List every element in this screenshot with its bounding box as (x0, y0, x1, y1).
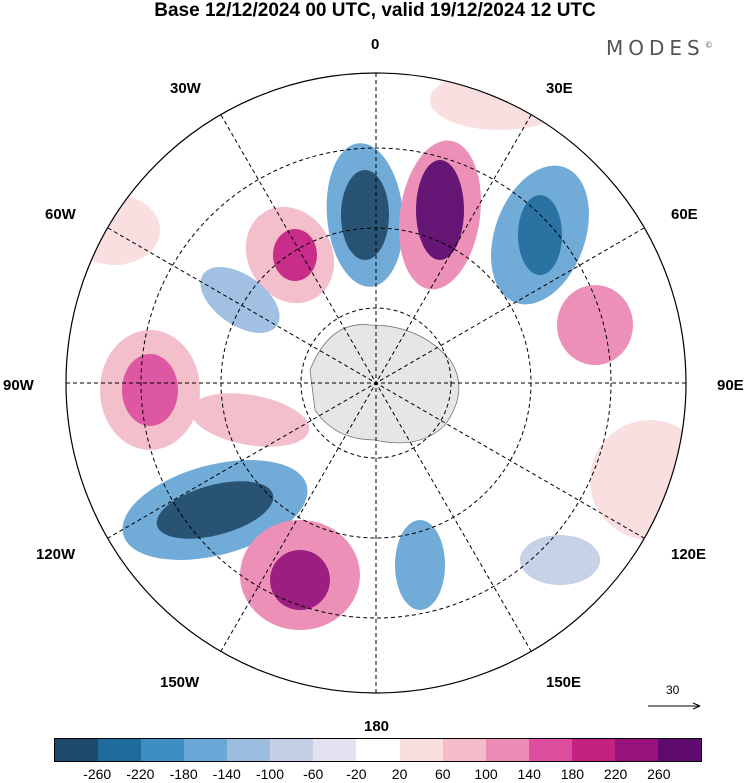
colorbar-swatch (227, 739, 271, 761)
colorbar-swatch (270, 739, 314, 761)
map-boundary (65, 72, 687, 694)
vector-reference-arrow (648, 702, 701, 710)
colorbar-tick-label: 180 (560, 766, 585, 782)
colorbar-tick-label: -20 (346, 766, 367, 782)
colorbar-swatch (98, 739, 142, 761)
colorbar-swatch (399, 739, 443, 761)
colorbar-tick-label: -180 (169, 766, 198, 782)
colorbar-swatch (141, 739, 185, 761)
colorbar-tick-label: -220 (126, 766, 155, 782)
colorbar-tick-label: 20 (391, 766, 408, 782)
brand-mark: © (704, 40, 713, 50)
longitude-label: 30W (170, 80, 201, 97)
colorbar-swatch (571, 739, 615, 761)
vector-reference-label: 30 (666, 683, 680, 697)
colorbar-swatch (485, 739, 529, 761)
colorbar-tick-label: -60 (303, 766, 324, 782)
colorbar-swatch (55, 739, 99, 761)
colorbar-tick-label: 140 (517, 766, 541, 782)
colorbar (54, 738, 702, 762)
longitude-label: 180 (364, 718, 390, 735)
map-title: Base 12/12/2024 00 UTC, valid 19/12/2024… (154, 0, 596, 21)
longitude-label: 150W (160, 674, 200, 691)
colorbar-tick-label: -140 (212, 766, 241, 782)
longitude-label: 90W (3, 377, 34, 394)
colorbar-tick-label: 60 (435, 766, 451, 782)
colorbar-ticks: -260 -220 -180 -140 -100 -60 -20 20 60 100 140 180 2… (0, 766, 750, 783)
brand-name: MODES (606, 36, 705, 60)
longitude-label: 120E (671, 546, 707, 563)
colorbar-tick-label: 100 (474, 766, 498, 782)
colorbar-tick-label: 260 (647, 766, 671, 782)
longitude-label: 30E (546, 80, 573, 97)
longitude-label: 60E (671, 206, 698, 223)
longitude-label: 0 (371, 36, 380, 53)
colorbar-tick-label: -260 (83, 766, 112, 782)
colorbar-tick-label: 220 (603, 766, 628, 782)
longitude-label: 60W (45, 206, 76, 223)
colorbar-swatch (657, 739, 701, 761)
longitude-label: 90E (717, 377, 744, 394)
graticule (66, 73, 686, 693)
colorbar-tick-label: -100 (255, 766, 285, 782)
colorbar-swatch (528, 739, 572, 761)
longitude-label: 120W (36, 546, 76, 563)
colorbar-swatch (184, 739, 228, 761)
antarctica-landmass (309, 324, 460, 444)
colorbar-swatch (442, 739, 486, 761)
brand-logo: MODES© (606, 36, 713, 60)
colorbar-swatch (614, 739, 658, 761)
longitude-label: 150E (546, 674, 582, 691)
colorbar-swatch (356, 739, 400, 761)
colorbar-swatch (313, 739, 357, 761)
